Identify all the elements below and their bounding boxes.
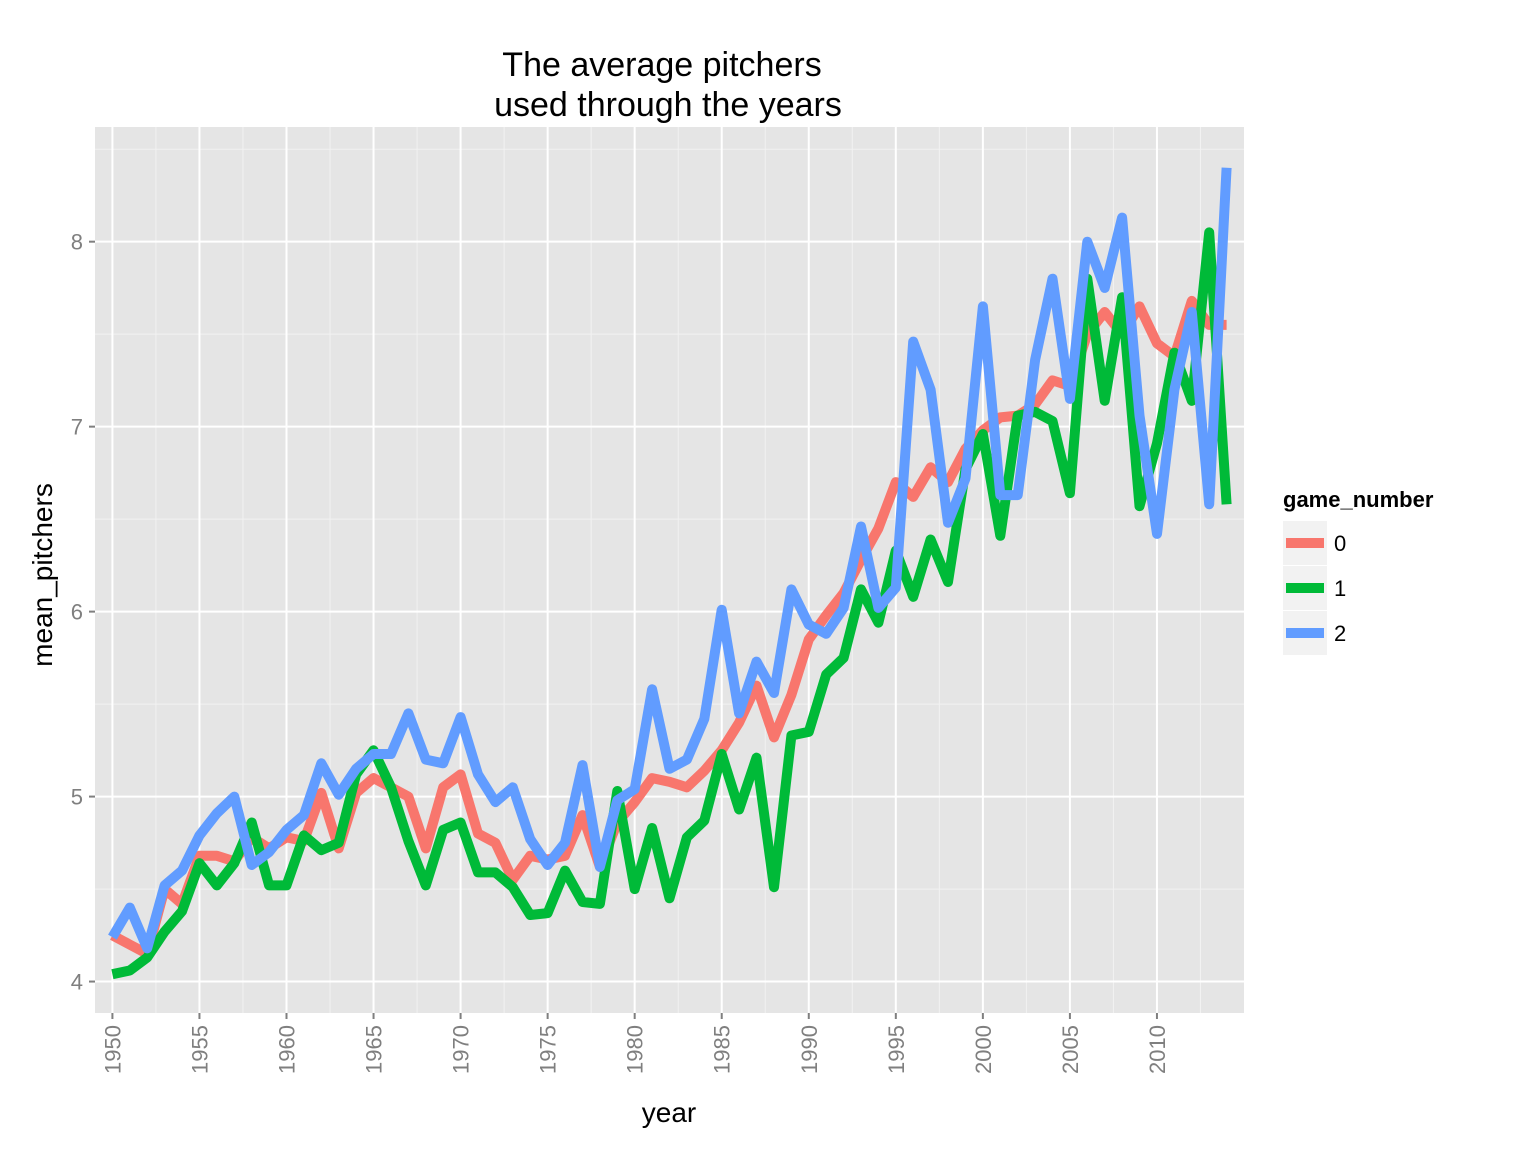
y-tick-label: 7 (71, 415, 83, 440)
x-tick-label: 1950 (100, 1025, 125, 1074)
x-tick-label: 1990 (797, 1025, 822, 1074)
x-tick-label: 1995 (884, 1025, 909, 1074)
legend-label-0: 0 (1334, 531, 1346, 556)
x-tick-label: 1965 (362, 1025, 387, 1074)
legend-label-2: 2 (1334, 621, 1346, 646)
x-tick-label: 2000 (971, 1025, 996, 1074)
x-tick-label: 1980 (623, 1025, 648, 1074)
x-axis-title: year (642, 1097, 696, 1128)
y-axis-title: mean_pitchers (27, 483, 58, 667)
x-tick-label: 1960 (275, 1025, 300, 1074)
legend-label-1: 1 (1334, 576, 1346, 601)
y-tick-label: 4 (71, 970, 83, 995)
x-tick-label: 1970 (449, 1025, 474, 1074)
series-lines (108, 167, 1232, 980)
legend-title: game_number (1283, 487, 1434, 512)
x-tick-label: 2010 (1145, 1025, 1170, 1074)
chart-title-line-2: used through the years (494, 86, 842, 124)
series-line-2 (108, 167, 1232, 954)
chart-title-line-1: The average pitchers (502, 46, 821, 84)
x-tick-label: 1955 (187, 1025, 212, 1074)
y-axis-ticks: 4 5 6 7 8 (71, 230, 95, 995)
x-tick-label: 2005 (1058, 1025, 1083, 1074)
x-axis-ticks: 1950 1955 1960 1965 1970 1975 1980 1985 1990 1995… (100, 1013, 1170, 1074)
y-tick-label: 6 (71, 600, 83, 625)
x-tick-label: 1975 (536, 1025, 561, 1074)
y-tick-label: 5 (71, 785, 83, 810)
legend: game_number 0 1 2 (1283, 487, 1434, 655)
series-line-1 (111, 227, 1232, 980)
y-tick-label: 8 (71, 230, 83, 255)
x-tick-label: 1985 (710, 1025, 735, 1074)
